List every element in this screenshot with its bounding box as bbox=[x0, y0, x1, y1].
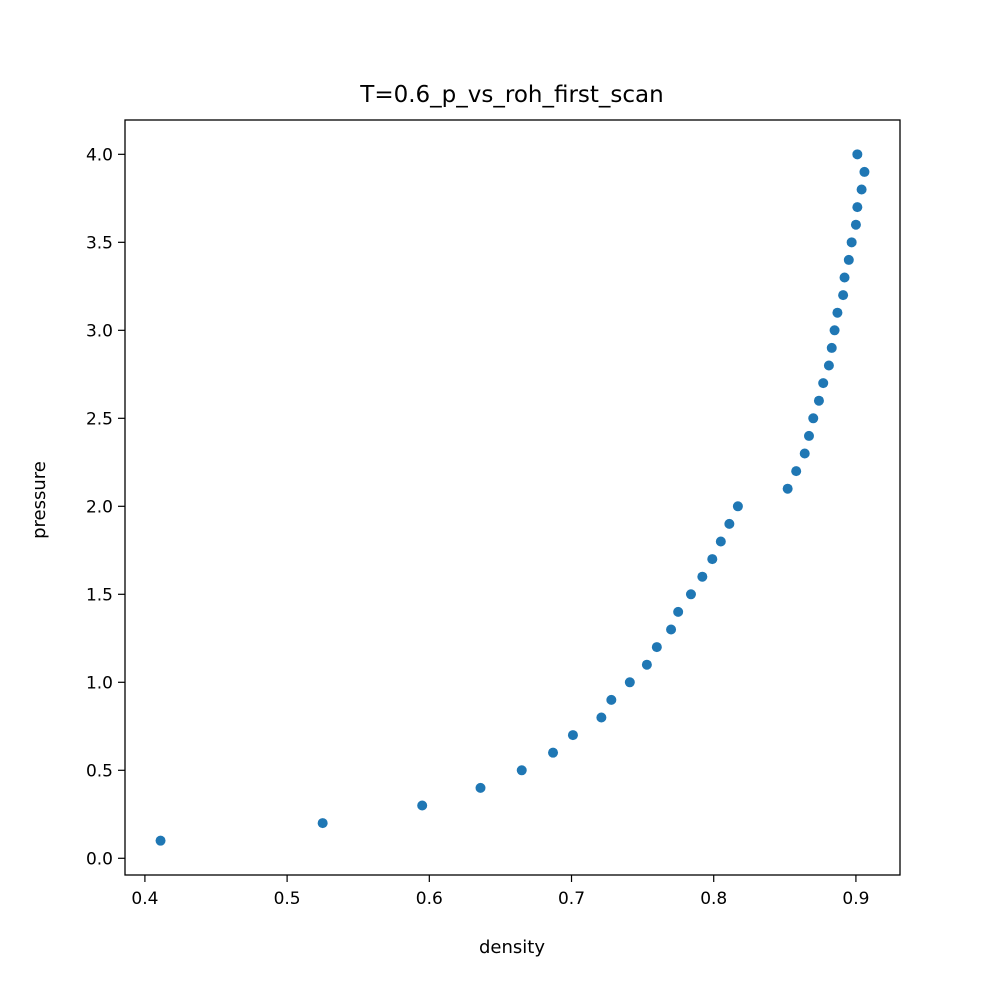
y-tick-label: 0.5 bbox=[86, 761, 113, 781]
data-point bbox=[843, 254, 854, 265]
y-tick-label: 2.5 bbox=[86, 409, 113, 429]
data-point bbox=[715, 536, 726, 547]
data-point bbox=[666, 624, 677, 635]
y-tick-label: 2.0 bbox=[86, 497, 113, 517]
y-tick-label: 1.0 bbox=[86, 673, 113, 693]
data-point bbox=[417, 800, 428, 811]
data-point bbox=[838, 290, 849, 301]
data-point bbox=[829, 325, 840, 336]
data-point bbox=[317, 818, 328, 829]
data-point bbox=[516, 765, 527, 776]
data-point bbox=[567, 730, 578, 741]
chart-title: T=0.6_p_vs_roh_first_scan bbox=[359, 82, 663, 108]
plot-frame bbox=[124, 119, 901, 876]
data-point bbox=[803, 430, 814, 441]
data-point bbox=[832, 307, 843, 318]
data-point bbox=[641, 659, 652, 670]
data-point bbox=[707, 554, 718, 565]
data-point bbox=[859, 166, 870, 177]
data-point bbox=[624, 677, 635, 688]
data-point bbox=[673, 606, 684, 617]
y-tick-label: 3.0 bbox=[86, 321, 113, 341]
data-point bbox=[813, 395, 824, 406]
data-point bbox=[846, 237, 857, 248]
x-tick-label: 0.5 bbox=[274, 889, 301, 909]
data-point bbox=[852, 202, 863, 213]
data-point bbox=[697, 571, 708, 582]
data-point bbox=[732, 501, 743, 512]
y-tick-label: 3.5 bbox=[86, 233, 113, 253]
data-point bbox=[799, 448, 810, 459]
y-axis-label: pressure bbox=[29, 461, 50, 539]
data-point bbox=[791, 466, 802, 477]
data-point bbox=[548, 747, 559, 758]
data-point bbox=[852, 149, 863, 160]
data-point bbox=[596, 712, 607, 723]
data-point bbox=[651, 642, 662, 653]
data-point bbox=[155, 835, 166, 846]
data-point bbox=[818, 378, 829, 389]
data-point bbox=[808, 413, 819, 424]
data-point bbox=[782, 483, 793, 494]
data-points bbox=[155, 149, 870, 846]
data-point bbox=[850, 219, 861, 230]
y-tick-label: 4.0 bbox=[86, 145, 113, 165]
y-tick-label: 1.5 bbox=[86, 585, 113, 605]
data-point bbox=[823, 360, 834, 371]
axis-ticks: 0.4 0.5 0.6 0.7 0.8 0.9 0.0 0.5 1.0 1.5 2.0 2.5 3.0 3… bbox=[86, 145, 869, 909]
x-tick-label: 0.6 bbox=[416, 889, 443, 909]
data-point bbox=[606, 694, 617, 705]
data-point bbox=[839, 272, 850, 283]
data-point bbox=[826, 342, 837, 353]
x-tick-label: 0.9 bbox=[842, 889, 869, 909]
data-point bbox=[856, 184, 867, 195]
x-tick-label: 0.4 bbox=[131, 889, 158, 909]
x-axis-label: density bbox=[479, 937, 545, 958]
data-point bbox=[724, 518, 735, 529]
data-point bbox=[475, 782, 486, 793]
x-tick-label: 0.7 bbox=[558, 889, 585, 909]
data-point bbox=[685, 589, 696, 600]
x-tick-label: 0.8 bbox=[700, 889, 727, 909]
y-tick-label: 0.0 bbox=[86, 849, 113, 869]
